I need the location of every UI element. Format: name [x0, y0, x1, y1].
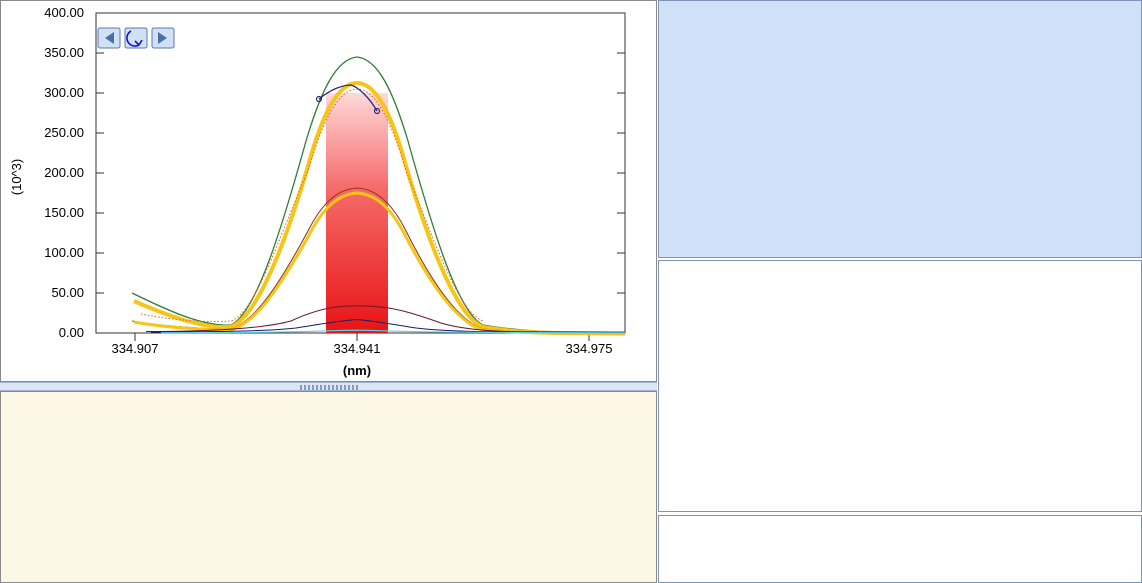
svg-text:150.00: 150.00 — [44, 205, 84, 220]
svg-text:50.00: 50.00 — [51, 285, 84, 300]
svg-text:(nm): (nm) — [343, 363, 371, 378]
svg-text:200.00: 200.00 — [44, 165, 84, 180]
svg-text:400.00: 400.00 — [44, 5, 84, 20]
svg-text:250.00: 250.00 — [44, 125, 84, 140]
svg-text:100.00: 100.00 — [44, 245, 84, 260]
svg-text:(10^3): (10^3) — [9, 159, 24, 195]
svg-text:0.00: 0.00 — [59, 325, 84, 340]
svg-text:300.00: 300.00 — [44, 85, 84, 100]
svg-text:350.00: 350.00 — [44, 45, 84, 60]
svg-text:334.941: 334.941 — [334, 341, 381, 356]
svg-text:334.975: 334.975 — [566, 341, 613, 356]
svg-text:334.907: 334.907 — [112, 341, 159, 356]
